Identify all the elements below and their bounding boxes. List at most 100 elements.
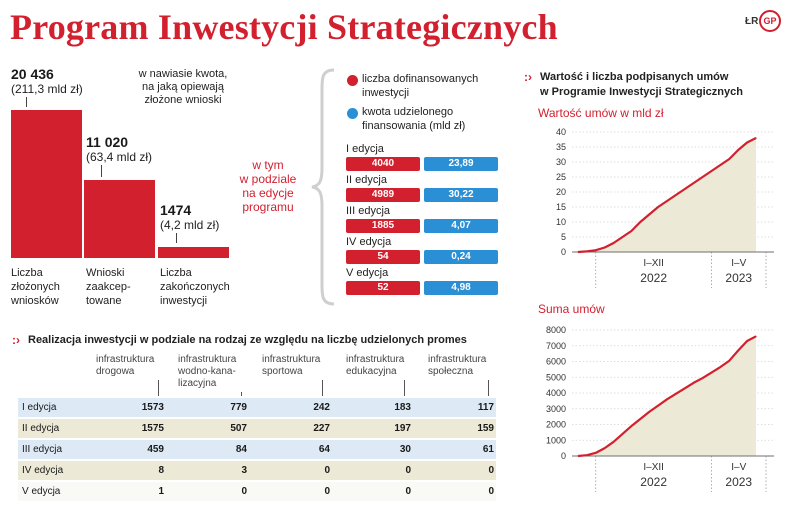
funnel-pointer-2 xyxy=(101,165,102,177)
funnel-value-1: 20 436 xyxy=(11,66,54,82)
data-point xyxy=(675,194,677,196)
brand-logo-icon: GP xyxy=(759,10,781,32)
x-tick-label: I–XII xyxy=(643,258,664,269)
edition-label: V edycja xyxy=(346,267,389,279)
data-point xyxy=(648,411,650,413)
y-tick-label: 10 xyxy=(556,217,566,227)
data-point xyxy=(577,455,579,457)
section-marker-icon: :› xyxy=(524,70,532,84)
y-tick-label: 0 xyxy=(561,247,566,257)
table-cell: 1573 xyxy=(141,402,164,413)
table-cell: 779 xyxy=(230,402,247,413)
page-title: Program Inwestycji Strategicznych xyxy=(10,7,558,47)
table-cell: 61 xyxy=(482,444,494,455)
brace-icon xyxy=(311,68,335,306)
y-tick-label: 1000 xyxy=(546,435,566,445)
data-point xyxy=(746,141,748,144)
edition-label: IV edycja xyxy=(346,236,392,248)
table-cell: 117 xyxy=(477,402,494,413)
data-point xyxy=(684,387,686,389)
edition-count-pill: 54 xyxy=(346,250,420,264)
edition-label: I edycja xyxy=(346,143,384,155)
data-point xyxy=(613,441,615,443)
table-column-header: infrastruktura wodno-kana-lizacyjna xyxy=(178,354,237,389)
data-point xyxy=(719,366,721,368)
table-row: II edycja 1575 507 227 197 159 xyxy=(18,419,496,438)
y-tick-label: 35 xyxy=(556,142,566,152)
table-column-header: infrastruktura sportowa xyxy=(262,354,321,377)
funnel-label-1: Liczba złożonych wniosków xyxy=(11,267,60,307)
data-point xyxy=(604,447,606,449)
y-tick-label: 5 xyxy=(561,232,566,242)
column-pointer xyxy=(488,380,489,396)
data-point xyxy=(639,221,641,223)
table-cell: 0 xyxy=(324,486,330,497)
x-tick-label: I–V xyxy=(731,258,746,269)
data-point xyxy=(666,200,668,202)
table-row: III edycja 459 84 64 30 61 xyxy=(18,440,496,459)
data-point xyxy=(719,164,721,166)
column-pointer xyxy=(241,392,242,396)
data-point xyxy=(666,398,668,400)
chart-2-title: Suma umów xyxy=(538,302,605,316)
y-tick-label: 5000 xyxy=(546,372,566,382)
data-point xyxy=(755,335,757,337)
table-cell: 507 xyxy=(230,423,247,434)
data-point xyxy=(604,246,606,249)
table-column-header: infrastruktura drogowa xyxy=(96,354,155,377)
data-point xyxy=(737,349,739,352)
data-point xyxy=(746,340,748,342)
table-column-header: infrastruktura społeczna xyxy=(428,354,487,377)
funnel-label-2: Wnioski zaakcep-towane xyxy=(86,267,131,307)
table-cell: 197 xyxy=(394,423,411,434)
charts-heading: Wartość i liczba podpisanych umów w Progr… xyxy=(540,71,743,98)
data-point xyxy=(675,393,677,395)
x-year-label: 2023 xyxy=(725,475,752,489)
data-point xyxy=(621,236,624,238)
row-label: V edycja xyxy=(22,486,61,497)
edition-count-pill: 52 xyxy=(346,281,420,295)
table-cell: 1 xyxy=(158,486,164,497)
edition-count-pill: 4989 xyxy=(346,188,420,202)
funnel-value-2: 11 020 xyxy=(86,134,129,150)
edition-amount-pill: 0,24 xyxy=(424,250,498,264)
count-chart: 0 1000 2000 3000 4000 5000 6000 7000 8000 I–XII 20… xyxy=(546,325,774,492)
table-cell: 459 xyxy=(147,444,164,455)
funnel-value-3: 1474 xyxy=(160,202,192,218)
data-point xyxy=(657,206,659,208)
y-tick-label: 30 xyxy=(556,157,566,167)
data-point xyxy=(702,377,704,379)
column-pointer xyxy=(404,380,405,396)
data-point xyxy=(710,371,713,374)
table-row: I edycja 1573 779 242 183 117 xyxy=(18,398,496,417)
data-point xyxy=(630,425,632,427)
table-cell: 84 xyxy=(235,444,247,455)
table-cell: 1575 xyxy=(141,423,164,434)
edition-amount-pill: 4,98 xyxy=(424,281,498,295)
x-year-label: 2022 xyxy=(640,475,667,489)
chart-1-title: Wartość umów w mld zł xyxy=(538,106,664,120)
table-cell: 0 xyxy=(324,465,330,476)
funnel-amount-1: (211,3 mld zł) xyxy=(11,82,83,96)
y-tick-label: 25 xyxy=(556,172,566,182)
y-tick-label: 7000 xyxy=(546,341,566,351)
data-point xyxy=(613,242,615,244)
table-cell: 0 xyxy=(405,486,411,497)
series-area xyxy=(578,138,756,252)
legend-blue-label: kwota udzielonego finansowania (mld zł) xyxy=(362,106,466,132)
data-point xyxy=(630,230,632,232)
data-point xyxy=(728,360,730,362)
y-tick-label: 0 xyxy=(561,451,566,461)
data-point xyxy=(755,137,757,139)
value-chart: 0 5 10 15 20 25 30 35 40 I–XII 2022 I–V 2023 xyxy=(556,127,774,288)
y-tick-label: 3000 xyxy=(546,404,566,414)
funnel-bar-1 xyxy=(11,110,82,258)
table-cell: 30 xyxy=(399,444,411,455)
y-tick-label: 40 xyxy=(556,127,566,137)
funnel-label-3: Liczba zakończonych inwestycji xyxy=(160,267,230,307)
funnel-bar-2 xyxy=(84,180,155,258)
row-label: I edycja xyxy=(22,402,57,413)
row-label: IV edycja xyxy=(22,465,64,476)
data-point xyxy=(702,176,704,178)
table-cell: 0 xyxy=(405,465,411,476)
